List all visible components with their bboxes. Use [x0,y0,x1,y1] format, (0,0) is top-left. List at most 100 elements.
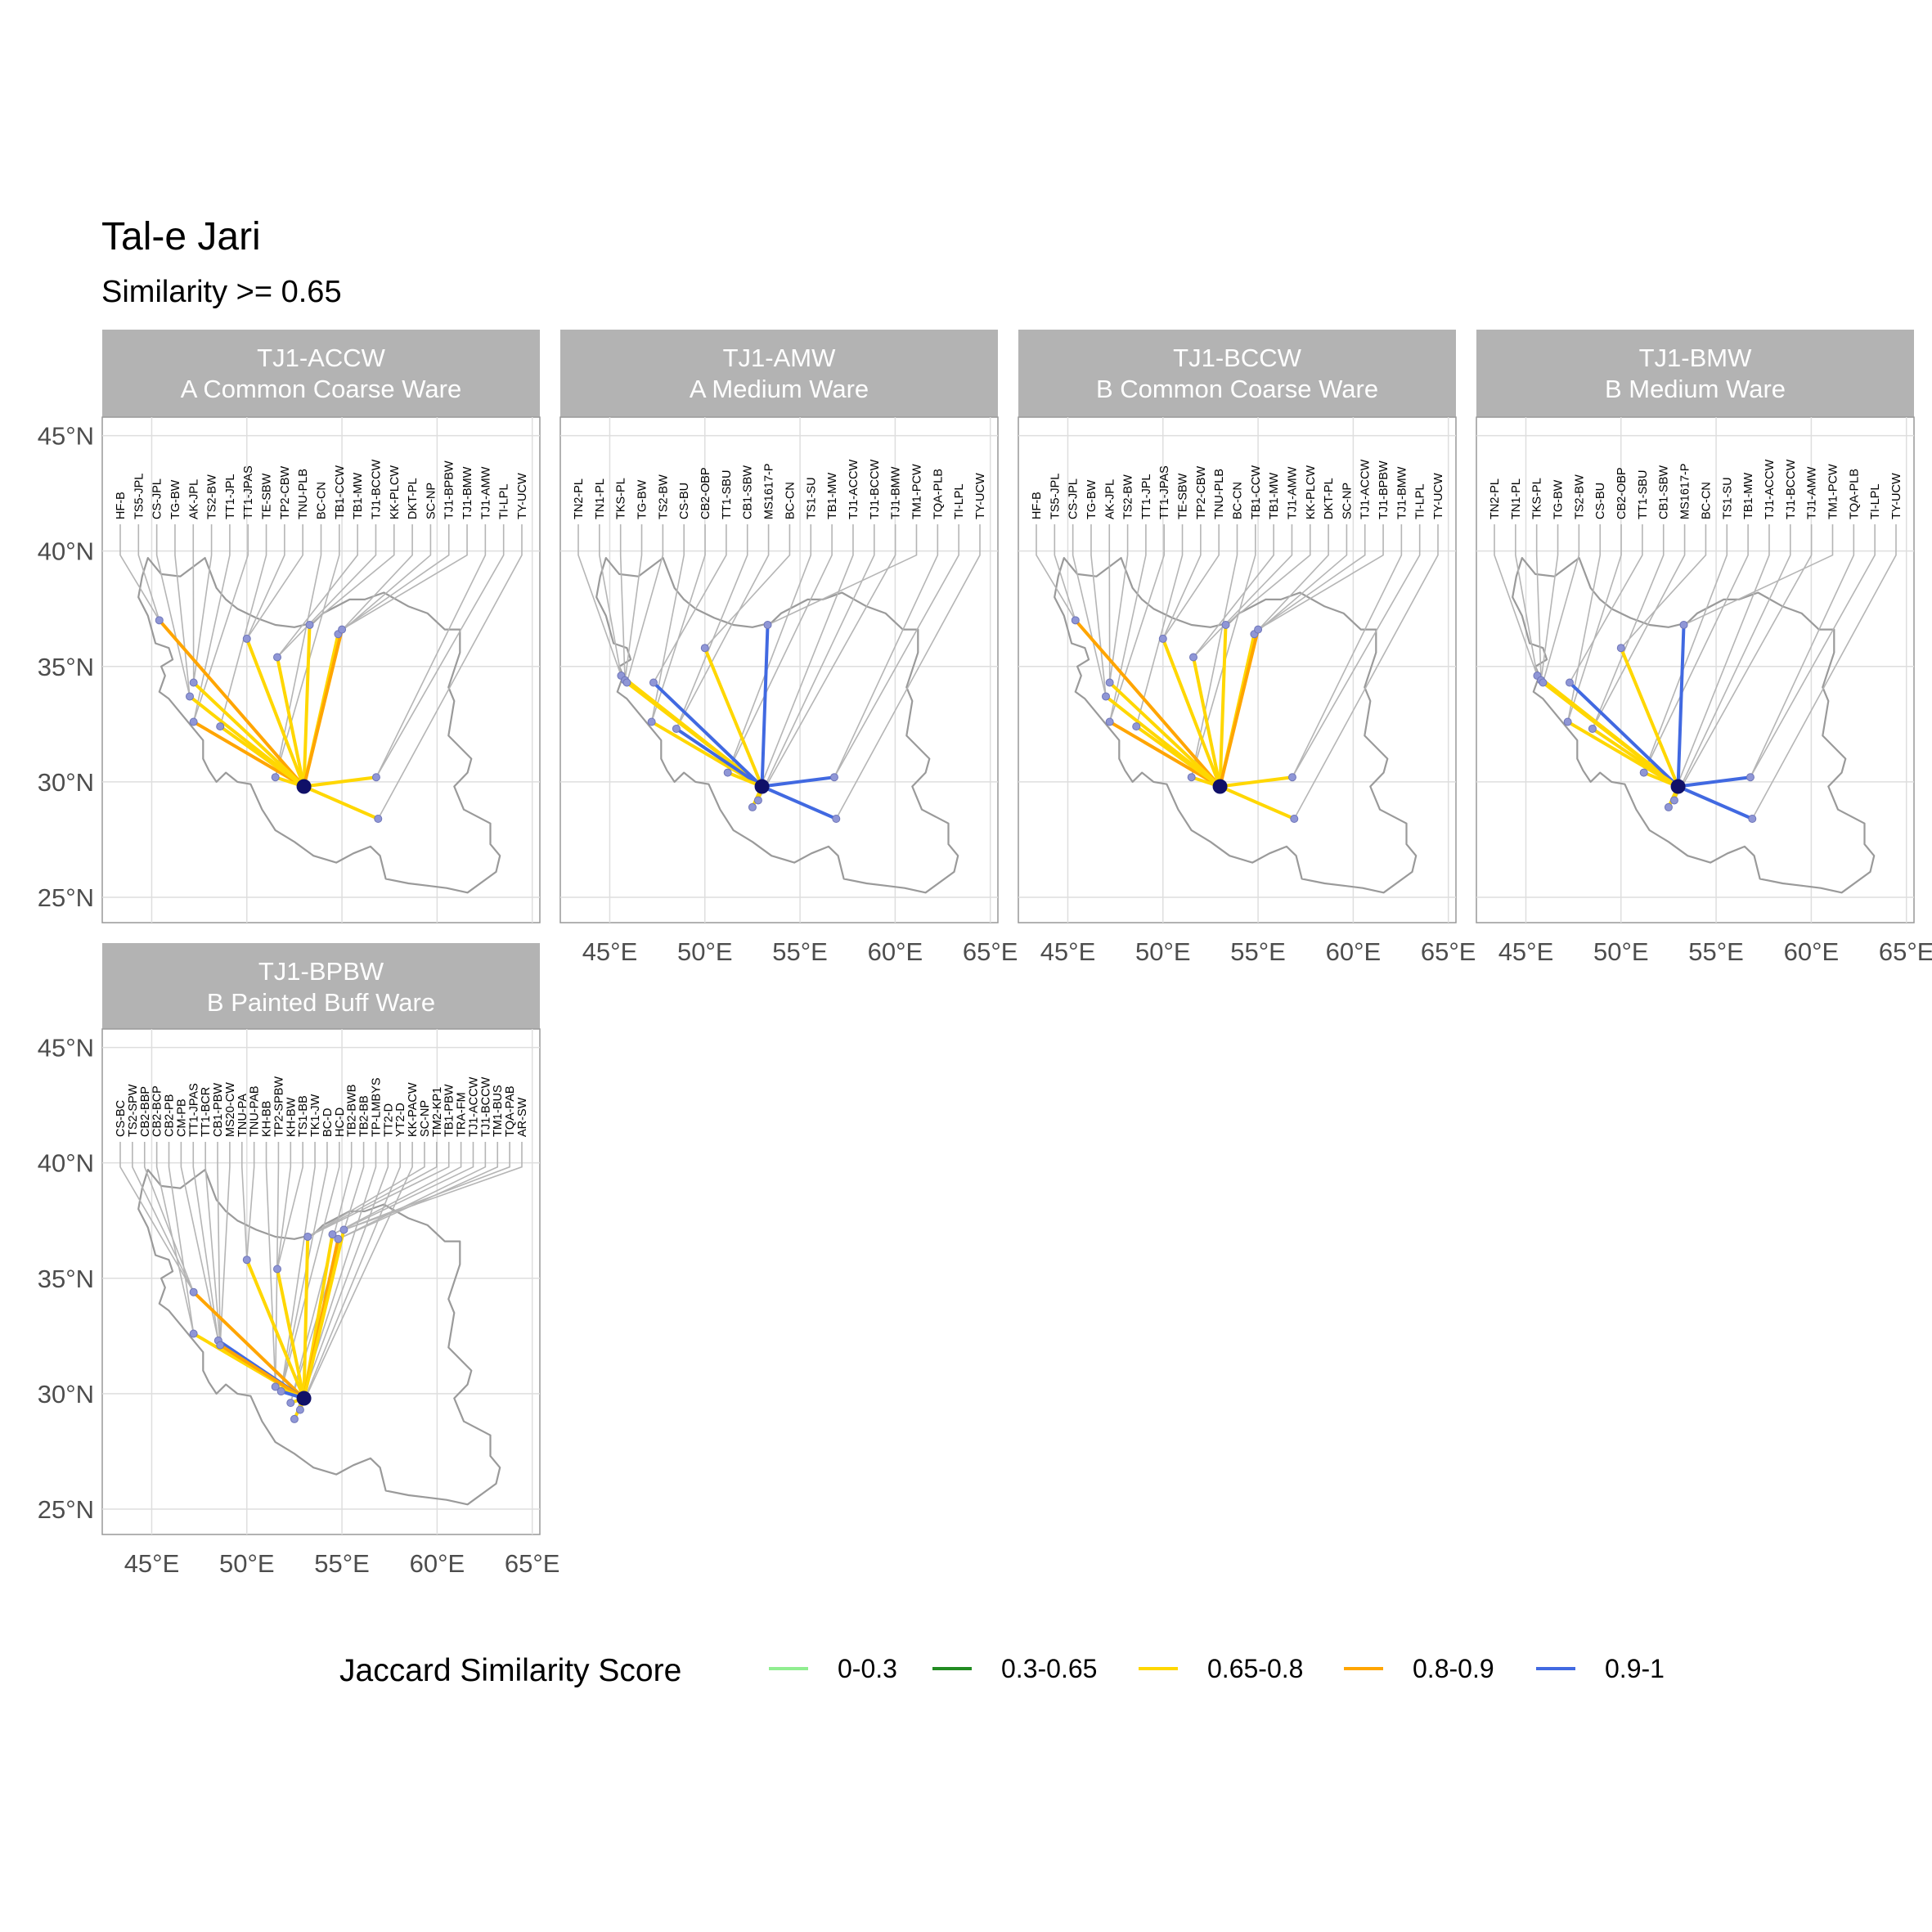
site-label: TT1-JPAS [242,465,255,519]
site-label: CB1-SBW [742,465,755,519]
site-label: DKT-PL [1323,478,1336,519]
site-label: TJ1-ACCW [847,459,860,519]
site-label: TS2-BW [657,474,670,519]
panel-strip: TJ1-ACCW A Common Coarse Ware [102,330,540,417]
figure-subtitle: Similarity >= 0.65 [101,275,342,309]
site-label: CB2-OBP [699,467,712,519]
site-label: TQA-PLB [1848,469,1861,519]
site-leader-line [1292,524,1403,778]
similarity-link [1134,725,1222,789]
site-point [189,1287,198,1296]
y-tick-label: 25°N [38,883,94,912]
similarity-link [191,720,306,789]
site-leader-line [1162,524,1202,640]
site-point [271,773,280,782]
site-point [303,1232,312,1241]
site-label: TT1-JPAS [1158,465,1171,519]
panel-strip: TJ1-AMW A Medium Ware [560,330,998,417]
site-label: TM1-BUS [492,1085,505,1137]
similarity-link [191,681,306,789]
panel-name: B Common Coarse Ware [1096,375,1378,403]
site-point [1669,796,1678,805]
y-tick-label: 30°N [38,768,94,797]
site-leader-line [726,524,833,773]
site-leader-line [1674,524,1813,801]
site-label: TT1-SBU [721,470,734,519]
site-label: CB2-PB [164,1094,177,1137]
site-label: TY-UCW [1432,473,1445,519]
panel-strip: TJ1-BCCW B Common Coarse Ware [1018,330,1456,417]
similarity-link [245,636,306,789]
site-leader-line [1193,524,1274,658]
y-tick-label: 35°N [38,653,94,681]
site-label: TN2-PL [573,479,586,519]
site-label: TS2-BW [1122,474,1135,519]
site-point [189,717,198,726]
site-label: CB2-OBP [1615,467,1629,519]
x-tick-label: 50°E [1135,937,1191,966]
site-leader-line [1190,524,1238,778]
similarity-link [1590,726,1680,789]
site-label: AR-SW [516,1097,529,1137]
site-point [273,1265,281,1274]
panel-code: TJ1-BCCW [1173,344,1301,372]
site-leader-line [676,524,770,730]
site-leader-line [307,1142,438,1238]
site-leader-line [332,1142,462,1235]
site-point [339,1225,348,1234]
site-point [276,1387,285,1396]
x-tick-label: 45°E [124,1549,180,1578]
x-tick-label: 50°E [677,937,733,966]
site-label: TNU-PLB [297,469,310,519]
site-label: AK-JPL [187,479,200,519]
site-label: TJ1-AMW [1806,466,1819,519]
site-label: TQA-PAB [504,1085,517,1137]
site-label: TS2-BW [1573,474,1586,519]
site-leader-line [1540,524,1559,681]
similarity-link [1108,720,1222,789]
site-leader-line [1494,524,1539,676]
similarity-link [625,681,764,789]
site-point [371,773,380,782]
site-label: TRA-FM [456,1092,469,1137]
x-tick-label: 50°E [1593,937,1649,966]
site-point [271,1382,280,1391]
site-point [1071,616,1080,625]
x-tick-label: 65°E [1879,937,1932,966]
site-label: KH-BW [285,1097,298,1137]
similarity-link [651,681,764,789]
site-leader-line [344,1142,510,1231]
legend: Jaccard Similarity Score 0-0.3 0.3-0.65 0.… [339,1653,1665,1688]
site-leader-line [757,524,896,801]
site-label: BC-CN [316,482,329,519]
site-label: TNU-PAB [249,1085,262,1137]
panel-name: B Painted Buff Ware [207,988,435,1017]
x-tick-label: 45°E [582,937,638,966]
legend-title: Jaccard Similarity Score [339,1653,681,1688]
site-point [1102,692,1110,701]
site-leader-line [835,524,981,820]
x-tick-label: 55°E [314,1549,370,1578]
site-label: CB2-BCP [151,1085,164,1137]
site-leader-line [299,1142,402,1410]
center-site-point [1212,779,1228,794]
site-label: TT1-JPL [224,474,237,519]
site-leader-line [1642,524,1728,773]
similarity-link [302,1228,346,1400]
site-leader-line [1668,524,1770,808]
site-point [216,1341,225,1350]
site-label: TG-BW [169,479,182,519]
site-point [622,678,631,687]
x-tick-label: 55°E [1230,937,1286,966]
site-point [216,722,225,731]
similarity-link [302,784,380,821]
site-leader-line [767,524,918,626]
site-label: TP2-SPBW [272,1076,285,1137]
site-leader-line [1592,524,1686,730]
site-label: BC-D [321,1108,335,1137]
site-leader-line [1257,524,1384,631]
site-point [1287,773,1296,782]
site-leader-line [137,524,160,621]
site-leader-line [1620,524,1707,649]
site-label: TB2-BWB [346,1085,359,1137]
